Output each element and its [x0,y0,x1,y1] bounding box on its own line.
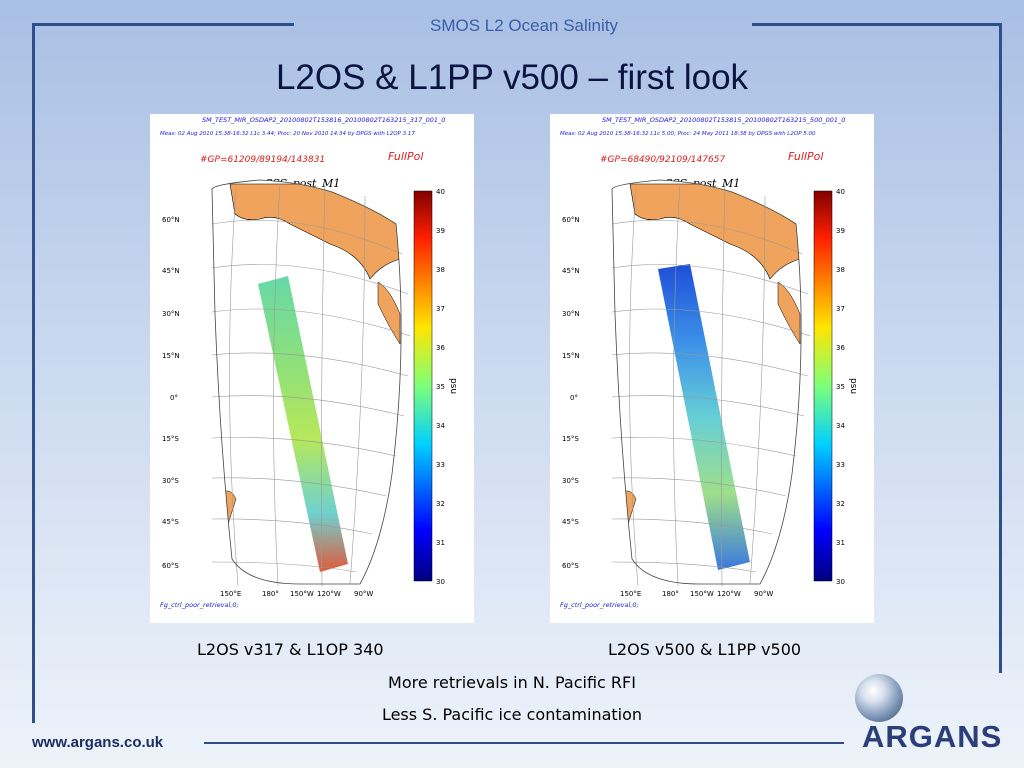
cbar-tick-1-38: 38 [436,266,445,274]
lat-label-1-1: 45°N [162,267,180,275]
caption-right: L2OS v500 & L1PP v500 [608,640,802,659]
lat-label-2-4: 0° [570,394,578,402]
map-panel-1: SM_TEST_MIR_OSDAP2_20100802T153816_20100… [150,114,474,623]
lat-label-2-0: 60°N [562,216,580,224]
lat-label-2-5: 15°S [562,435,579,443]
gp-count-2: #GP=68490/92109/147657 [600,155,725,165]
argans-logo: ARGANS [862,719,1003,754]
lon-label-2-3: 120°W [717,590,741,598]
lat-label-2-2: 30°N [562,310,580,318]
cbar-tick-2-33: 33 [836,461,845,469]
colorbar-1 [413,190,433,582]
colorbar-label-2: psu [848,378,858,394]
lat-label-1-5: 15°S [162,435,179,443]
lat-label-2-1: 45°N [562,267,580,275]
cbar-tick-1-32: 32 [436,500,445,508]
note-ice: Less S. Pacific ice contamination [381,705,643,724]
lat-label-2-8: 60°S [562,562,579,570]
cbar-tick-2-40: 40 [836,188,845,196]
map-panel-2: SM_TEST_MIR_OSDAP2_20100802T153815_20100… [550,114,874,623]
lat-label-1-3: 15°N [162,352,180,360]
cbar-tick-1-33: 33 [436,461,445,469]
lon-label-1-0: 150°E [220,590,241,598]
header-title: SMOS L2 Ocean Salinity [429,16,619,35]
lon-label-2-2: 150°W [690,590,714,598]
cbar-tick-2-34: 34 [836,422,845,430]
cbar-tick-2-31: 31 [836,539,845,547]
lon-label-1-2: 150°W [290,590,314,598]
lon-label-2-1: 180° [662,590,679,598]
lat-label-1-8: 60°S [162,562,179,570]
argans-globe-logo [855,674,903,722]
gp-count-1: #GP=61209/89194/143831 [200,155,325,165]
file-name-1: SM_TEST_MIR_OSDAP2_20100802T153816_20100… [202,116,445,124]
frame-top-left-line [32,23,294,26]
lon-label-1-1: 180° [262,590,279,598]
cbar-tick-2-32: 32 [836,500,845,508]
footnote-1: Fg_ctrl_poor_retrieval,0; [160,601,239,609]
cbar-tick-2-35: 35 [836,383,845,391]
lon-label-1-4: 90°W [354,590,373,598]
cbar-tick-1-30: 30 [436,578,445,586]
frame-right-line [999,23,1002,673]
frame-top-right-line [752,23,1002,26]
meas-line-1: Meas: 02 Aug 2010 15:38-16:32 L1c 3.44; … [160,131,415,137]
mode-label-1: FullPol [388,150,423,163]
cbar-tick-2-37: 37 [836,305,845,313]
colorbar-2 [813,190,833,582]
frame-left-line [32,23,35,723]
graticule-1 [211,183,411,587]
caption-left: L2OS v317 & L1OP 340 [197,640,384,659]
lat-label-1-4: 0° [170,394,178,402]
lat-label-1-0: 60°N [162,216,180,224]
lon-label-1-3: 120°W [317,590,341,598]
lon-label-2-0: 150°E [620,590,641,598]
lat-label-1-6: 30°S [162,477,179,485]
file-name-2: SM_TEST_MIR_OSDAP2_20100802T153815_20100… [602,116,845,124]
meas-line-2: Meas: 02 Aug 2010 15:38-16:32 L1c 5.00; … [560,131,816,137]
cbar-tick-2-36: 36 [836,344,845,352]
cbar-tick-1-37: 37 [436,305,445,313]
cbar-tick-1-34: 34 [436,422,445,430]
slide-title: L2OS & L1PP v500 – first look [275,58,749,97]
cbar-tick-2-30: 30 [836,578,845,586]
cbar-tick-1-40: 40 [436,188,445,196]
lat-label-1-2: 30°N [162,310,180,318]
lat-label-2-6: 30°S [562,477,579,485]
cbar-tick-1-36: 36 [436,344,445,352]
lon-label-2-4: 90°W [754,590,773,598]
cbar-tick-2-38: 38 [836,266,845,274]
lat-label-2-3: 15°N [562,352,580,360]
cbar-tick-1-39: 39 [436,227,445,235]
footer-url-link[interactable]: www.argans.co.uk [32,734,164,751]
cbar-tick-1-31: 31 [436,539,445,547]
mode-label-2: FullPol [788,150,823,163]
colorbar-label-1: psu [448,378,458,394]
note-rfi: More retrievals in N. Pacific RFI [388,673,636,692]
footnote-2: Fg_ctrl_poor_retrieval,0; [560,601,639,609]
lat-label-2-7: 45°S [562,518,579,526]
graticule-2 [611,183,811,587]
salinity-map-2: SM_TEST_MIR_OSDAP2_20100802T153815_20100… [560,116,858,609]
frame-bottom-line [204,742,844,744]
cbar-tick-2-39: 39 [836,227,845,235]
cbar-tick-1-35: 35 [436,383,445,391]
salinity-map-1: SM_TEST_MIR_OSDAP2_20100802T153816_20100… [160,116,458,609]
lat-label-1-7: 45°S [162,518,179,526]
